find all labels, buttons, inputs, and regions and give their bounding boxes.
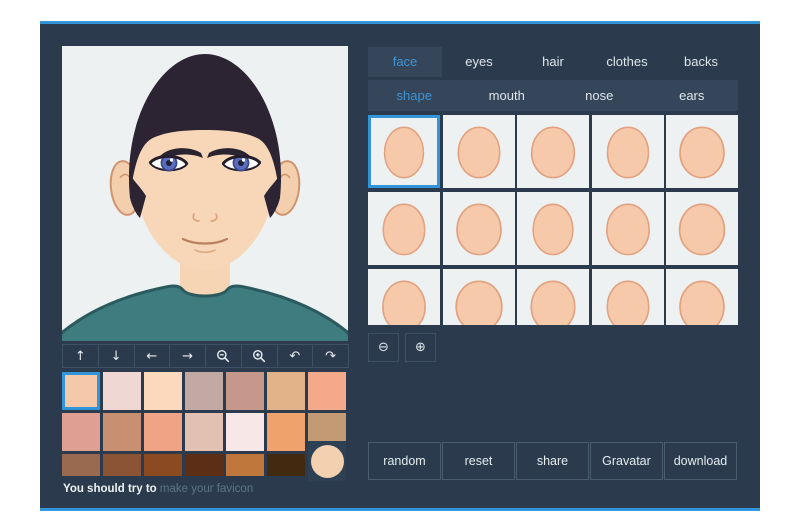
zoom-out-button[interactable] (205, 344, 242, 368)
palette-swatch[interactable] (185, 372, 223, 410)
page-prev-button[interactable]: ⊖ (368, 333, 399, 362)
minus-circle-icon: ⊖ (378, 340, 389, 355)
face-shape-option[interactable] (442, 115, 515, 188)
face-shape-icon (678, 203, 726, 256)
tab-face[interactable]: face (368, 47, 442, 77)
palette-swatch[interactable] (267, 454, 305, 476)
move-up-icon: ↑ (74, 348, 86, 364)
zoom-in-button[interactable] (240, 344, 278, 368)
random-button[interactable]: random (368, 442, 441, 480)
face-shape-icon (382, 280, 426, 325)
subtab-shape[interactable]: shape (396, 88, 432, 103)
palette-swatch[interactable] (103, 413, 141, 451)
face-shape-option[interactable] (591, 192, 664, 265)
face-shape-icon (456, 126, 501, 179)
avatar-illustration (62, 46, 348, 341)
palette-swatch[interactable] (103, 372, 141, 410)
face-shape-icon (679, 280, 725, 325)
favicon-link[interactable]: make your favicon (159, 483, 254, 495)
palette-swatch[interactable] (62, 454, 100, 476)
face-shape-icon (605, 203, 650, 256)
shape-option-grid (368, 115, 738, 325)
face-shape-icon (606, 126, 649, 179)
subtab-mouth[interactable]: mouth (488, 88, 525, 103)
palette-swatch[interactable] (308, 372, 346, 410)
face-shape-option[interactable] (666, 269, 738, 325)
move-up-button[interactable]: ↑ (62, 344, 99, 368)
move-down-icon: ↓ (110, 348, 122, 364)
face-shape-icon (679, 126, 725, 179)
face-shape-icon (605, 280, 650, 325)
avatar-maker-window: ↑ ↓ ← → ↶ ↷ You should try to make your favic… (40, 21, 760, 511)
face-shape-icon (532, 203, 574, 256)
face-shape-icon (383, 126, 425, 179)
subtab-nose[interactable]: nose (585, 88, 614, 103)
tab-clothes[interactable]: clothes (606, 54, 648, 69)
undo-button[interactable]: ↶ (276, 344, 314, 368)
palette-swatch[interactable] (62, 372, 100, 410)
palette-swatch[interactable] (144, 454, 182, 476)
face-shape-option[interactable] (368, 192, 440, 265)
move-down-button[interactable]: ↓ (97, 344, 135, 368)
footer-note-lead: You should try to (63, 483, 157, 495)
sub-tabs: shape mouth nose ears (368, 80, 738, 111)
face-shape-option[interactable] (591, 269, 664, 325)
shape-pager: ⊖ ⊕ (368, 333, 436, 362)
tab-eyes[interactable]: eyes (465, 54, 493, 69)
face-shape-option[interactable] (591, 115, 664, 188)
move-left-button[interactable]: ← (133, 344, 171, 368)
palette-swatch[interactable] (226, 454, 264, 476)
face-shape-icon (530, 126, 576, 179)
redo-icon: ↷ (325, 348, 337, 364)
palette-swatch[interactable] (226, 372, 264, 410)
gravatar-button[interactable]: Gravatar (590, 442, 663, 480)
tab-backs[interactable]: backs (684, 54, 718, 69)
current-color-swatch (310, 444, 344, 478)
palette-swatch[interactable] (185, 454, 223, 476)
move-right-icon: → (182, 348, 194, 364)
face-shape-icon (530, 280, 576, 325)
redo-button[interactable]: ↷ (312, 344, 349, 368)
current-color-box (308, 441, 346, 481)
download-button[interactable]: download (664, 442, 737, 480)
face-shape-option[interactable] (666, 115, 738, 188)
face-shape-icon (382, 203, 426, 256)
category-tabs: face eyes hair clothes backs (368, 47, 738, 77)
footer-note: You should try to make your favicon (63, 483, 253, 495)
page-next-button[interactable]: ⊕ (405, 333, 436, 362)
palette-swatch[interactable] (267, 372, 305, 410)
palette-swatch[interactable] (103, 454, 141, 476)
face-shape-option[interactable] (666, 192, 738, 265)
share-button[interactable]: share (516, 442, 589, 480)
action-buttons: random reset share Gravatar download (368, 442, 737, 480)
reset-button[interactable]: reset (442, 442, 515, 480)
face-shape-option[interactable] (368, 115, 440, 188)
face-shape-icon (455, 203, 502, 256)
face-shape-icon (454, 280, 503, 325)
color-palette (62, 372, 346, 476)
transform-toolbar: ↑ ↓ ← → ↶ ↷ (62, 344, 349, 368)
palette-swatch[interactable] (226, 413, 264, 451)
palette-swatch[interactable] (62, 413, 100, 451)
zoom-in-icon (253, 350, 266, 363)
move-left-icon: ← (146, 348, 158, 364)
subtab-ears[interactable]: ears (679, 88, 705, 103)
zoom-out-icon (217, 350, 230, 363)
plus-circle-icon: ⊕ (415, 340, 426, 355)
palette-swatch[interactable] (185, 413, 223, 451)
tab-hair[interactable]: hair (542, 54, 564, 69)
palette-swatch[interactable] (144, 413, 182, 451)
undo-icon: ↶ (289, 348, 301, 364)
face-shape-option[interactable] (517, 115, 589, 188)
palette-swatch[interactable] (267, 413, 305, 451)
face-shape-option[interactable] (442, 269, 515, 325)
face-shape-option[interactable] (368, 269, 440, 325)
avatar-preview (62, 46, 348, 341)
palette-swatch[interactable] (144, 372, 182, 410)
move-right-button[interactable]: → (169, 344, 206, 368)
face-shape-option[interactable] (517, 269, 589, 325)
face-shape-option[interactable] (517, 192, 589, 265)
face-shape-option[interactable] (442, 192, 515, 265)
